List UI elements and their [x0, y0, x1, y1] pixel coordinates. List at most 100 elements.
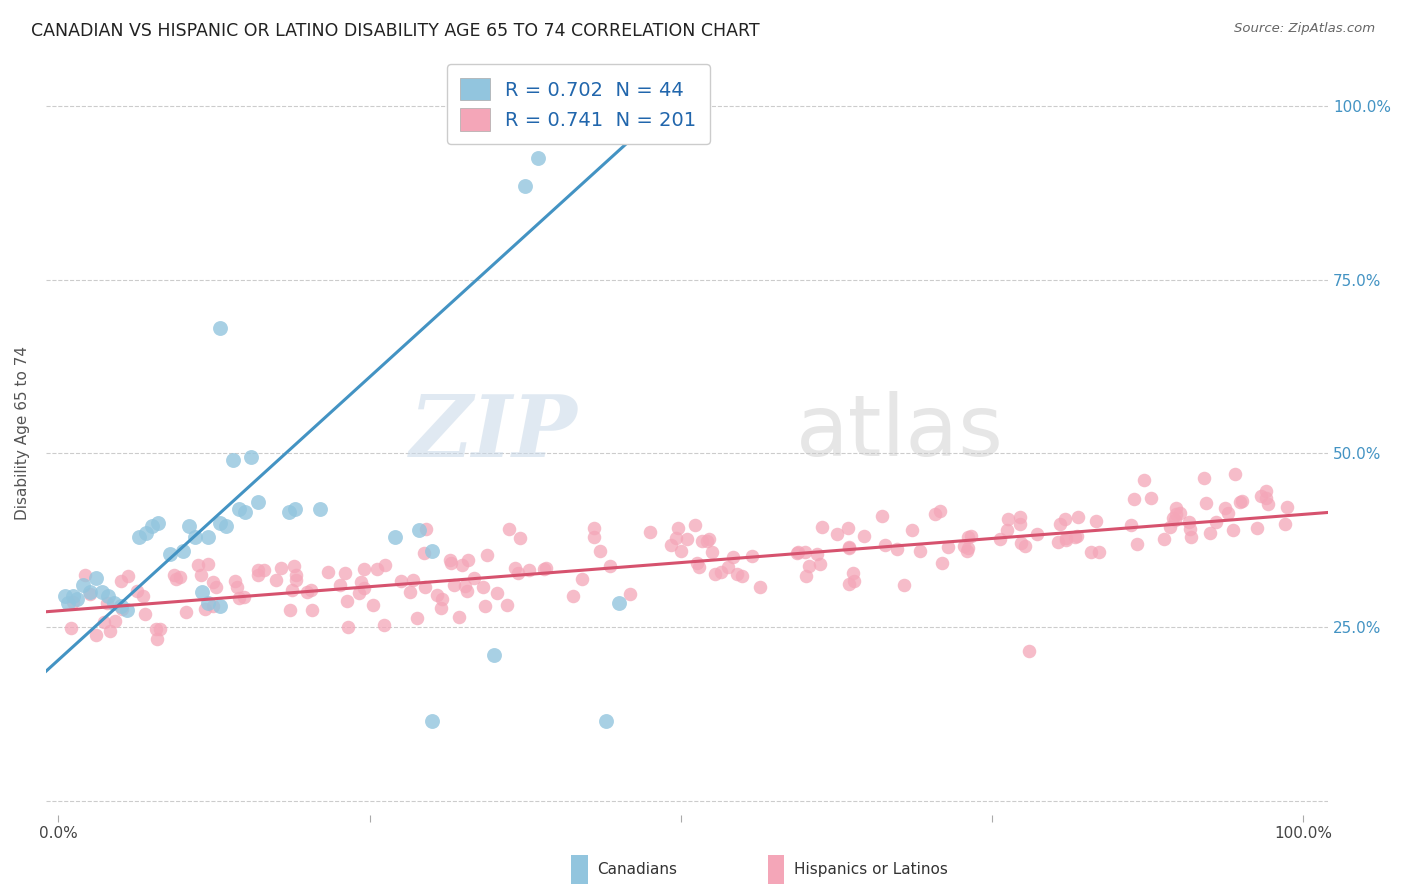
Point	[58, 596, 80, 610]
Point	[669, 544, 692, 558]
Point	[1177, 515, 1199, 529]
Point	[72, 578, 94, 592]
Point	[197, 596, 219, 610]
Point	[957, 541, 980, 555]
Point	[486, 586, 509, 600]
Point	[233, 505, 256, 519]
Point	[1180, 530, 1202, 544]
Point	[222, 453, 245, 467]
Text: atlas: atlas	[796, 391, 1004, 474]
Point	[1010, 536, 1032, 550]
Point	[1161, 511, 1184, 525]
Point	[700, 545, 723, 559]
Point	[1140, 491, 1163, 505]
Point	[1199, 525, 1222, 540]
Point	[838, 541, 860, 555]
Point	[366, 562, 388, 576]
Point	[246, 563, 269, 577]
Point	[443, 578, 465, 592]
Point	[1254, 491, 1277, 505]
Point	[415, 522, 437, 536]
Point	[799, 559, 821, 574]
Point	[931, 556, 953, 570]
Point	[187, 558, 209, 572]
Point	[1008, 517, 1031, 532]
Text: Source: ZipAtlas.com: Source: ZipAtlas.com	[1234, 22, 1375, 36]
Point	[721, 549, 744, 564]
Point	[240, 450, 263, 464]
Point	[1119, 517, 1142, 532]
Point	[284, 573, 307, 587]
Point	[960, 528, 983, 542]
Text: Hispanics or Latinos: Hispanics or Latinos	[794, 863, 948, 877]
Point	[495, 598, 517, 612]
Point	[842, 566, 865, 581]
Point	[93, 615, 115, 630]
Point	[420, 543, 443, 558]
Point	[1178, 523, 1201, 537]
Point	[1026, 527, 1049, 541]
Point	[353, 562, 375, 576]
Point	[508, 566, 530, 581]
Point	[209, 516, 232, 530]
Point	[84, 627, 107, 641]
Point	[686, 556, 709, 570]
Point	[62, 589, 84, 603]
Point	[482, 648, 505, 662]
Point	[204, 580, 226, 594]
Point	[844, 574, 866, 588]
Point	[125, 584, 148, 599]
Point	[811, 520, 834, 534]
Point	[956, 530, 979, 544]
Point	[1229, 495, 1251, 509]
Point	[412, 546, 434, 560]
Point	[688, 559, 710, 574]
Point	[852, 528, 875, 542]
Point	[787, 545, 810, 559]
Point	[440, 557, 463, 571]
Point	[233, 590, 256, 604]
Point	[134, 607, 156, 621]
Point	[1164, 507, 1187, 521]
Point	[571, 573, 593, 587]
Point	[748, 580, 770, 594]
Point	[1008, 509, 1031, 524]
Point	[146, 516, 169, 530]
Point	[475, 548, 498, 562]
Point	[517, 563, 540, 577]
Point	[209, 321, 232, 335]
Point	[401, 574, 423, 588]
Point	[111, 602, 134, 616]
Point	[1133, 473, 1156, 487]
Point	[808, 557, 831, 571]
Point	[384, 530, 406, 544]
Point	[990, 532, 1012, 546]
Point	[1250, 489, 1272, 503]
Point	[683, 517, 706, 532]
Point	[1274, 516, 1296, 531]
Point	[1054, 533, 1077, 548]
Point	[786, 546, 808, 560]
Point	[1054, 531, 1077, 545]
Point	[515, 179, 537, 194]
Point	[659, 538, 682, 552]
Point	[389, 574, 412, 588]
Point	[837, 521, 859, 535]
Point	[301, 603, 323, 617]
Point	[299, 583, 322, 598]
Point	[190, 568, 212, 582]
Point	[1164, 500, 1187, 515]
Point	[60, 621, 83, 635]
Point	[509, 531, 531, 545]
Point	[166, 572, 188, 586]
Point	[710, 565, 733, 579]
Point	[936, 540, 959, 554]
Point	[1053, 512, 1076, 526]
Point	[717, 560, 740, 574]
Point	[281, 583, 304, 598]
Point	[169, 570, 191, 584]
Point	[1049, 516, 1071, 531]
Point	[79, 585, 101, 599]
Point	[264, 573, 287, 587]
Point	[316, 565, 339, 579]
